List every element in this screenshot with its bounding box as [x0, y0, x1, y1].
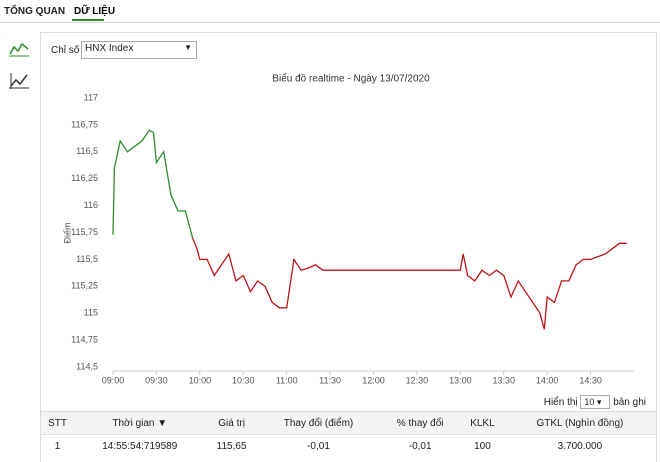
- paging-label: bản ghi: [613, 397, 646, 408]
- y-tick-label: 115,25: [71, 281, 98, 291]
- index-select[interactable]: HNX Index ▼: [81, 41, 197, 59]
- chart-icon[interactable]: [8, 40, 30, 58]
- header-row: STT Thời gian ▼ Giá trị Thay đổi (điểm)% th…: [41, 411, 656, 435]
- table-row: 1 14:55:54:719589 115,65 -0,01 -0,01 100 3.700…: [41, 434, 656, 457]
- column-header: Thay đổi (điểm): [257, 411, 380, 435]
- tab[interactable]: TỔNG QUAN: [4, 6, 66, 17]
- paging: Hiển thị 10 ▾ bản ghi: [544, 395, 646, 409]
- table-cell: -0,01: [379, 434, 462, 457]
- table-cell: 14:55:54:719589: [74, 434, 206, 457]
- y-axis-label: Điểm: [62, 222, 72, 243]
- column-header: GTKL (Nghìn đồng): [503, 411, 656, 435]
- table-cell: -0,01: [257, 434, 380, 457]
- select-value: HNX Index: [85, 43, 134, 54]
- data-table: STT Thời gian ▼ Giá trị Thay đổi (điểm)% th…: [41, 411, 656, 457]
- x-tick-label: 10:00: [189, 375, 212, 385]
- x-tick-label: 14:00: [536, 375, 559, 385]
- table-cell: 3.700.000: [503, 434, 656, 457]
- x-tick-label: 11:30: [319, 375, 341, 385]
- filter-label: Chỉ số: [51, 45, 80, 56]
- y-tick-label: 114,75: [71, 334, 98, 344]
- x-tick-label: 12:00: [362, 375, 385, 385]
- y-tick-label: 115,75: [71, 227, 98, 237]
- column-header: STT: [41, 411, 75, 435]
- x-tick-label: 13:30: [492, 375, 515, 385]
- divider: [0, 22, 660, 23]
- y-tick-label: 116: [84, 200, 98, 210]
- y-tick-label: 116,75: [71, 119, 98, 129]
- x-tick-label: 12:30: [406, 375, 429, 385]
- x-tick-label: 11:00: [276, 375, 298, 385]
- data-icon[interactable]: [8, 72, 30, 90]
- table-cell: 115,65: [205, 434, 258, 457]
- price-line: [112, 129, 194, 239]
- tab-active[interactable]: DỮ LIỆU: [74, 6, 116, 17]
- paging-label: Hiển thị: [543, 397, 578, 408]
- column-header: KLKL: [461, 411, 504, 435]
- table-cell: 100: [461, 434, 504, 457]
- column-header: % thay đổi: [379, 411, 462, 435]
- x-tick-label: 10:30: [232, 375, 255, 385]
- x-tick-label: 09:00: [102, 375, 125, 385]
- caret: ▼: [184, 43, 192, 52]
- y-tick-label: 117: [84, 92, 98, 102]
- page-size-select[interactable]: 10 ▾: [580, 395, 611, 409]
- x-tick-label: 13:00: [449, 375, 472, 385]
- chart: Biểu đồ realtime - Ngày 13/07/2020 Điểm …: [62, 73, 634, 385]
- tab-underline: [72, 19, 104, 21]
- y-tick-label: 115,5: [76, 254, 98, 264]
- table-cell: 1: [41, 434, 75, 457]
- y-tick-label: 116,5: [76, 146, 98, 156]
- y-tick-label: 115: [84, 308, 98, 318]
- panel: Chỉ số HNX Index ▼ Biểu đồ realtime - Ngà…: [40, 32, 657, 462]
- price-line: [191, 237, 627, 330]
- column-header: Thời gian ▼: [74, 411, 206, 435]
- x-tick-label: 09:30: [145, 375, 168, 385]
- chart-title: Biểu đồ realtime - Ngày 13/07/2020: [272, 73, 430, 85]
- y-tick-label: 116,25: [71, 173, 98, 183]
- column-header: Giá trị: [205, 411, 258, 435]
- y-tick-label: 114,5: [76, 361, 98, 371]
- select-value: 10: [584, 397, 595, 407]
- x-tick-label: 14:30: [579, 375, 602, 385]
